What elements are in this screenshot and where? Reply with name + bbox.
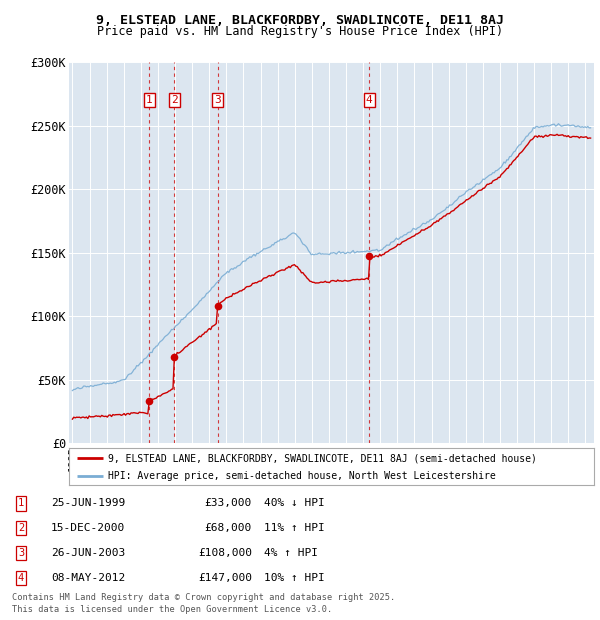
Text: 4% ↑ HPI: 4% ↑ HPI	[264, 548, 318, 558]
Text: 9, ELSTEAD LANE, BLACKFORDBY, SWADLINCOTE, DE11 8AJ (semi-detached house): 9, ELSTEAD LANE, BLACKFORDBY, SWADLINCOT…	[109, 453, 537, 463]
Text: HPI: Average price, semi-detached house, North West Leicestershire: HPI: Average price, semi-detached house,…	[109, 471, 496, 480]
Text: £108,000: £108,000	[198, 548, 252, 558]
Text: 2: 2	[171, 95, 178, 105]
Text: £68,000: £68,000	[205, 523, 252, 533]
Text: 2: 2	[18, 523, 24, 533]
Text: 1: 1	[18, 498, 24, 508]
Text: 11% ↑ HPI: 11% ↑ HPI	[264, 523, 325, 533]
Text: 08-MAY-2012: 08-MAY-2012	[51, 573, 125, 583]
Text: 15-DEC-2000: 15-DEC-2000	[51, 523, 125, 533]
Text: Price paid vs. HM Land Registry's House Price Index (HPI): Price paid vs. HM Land Registry's House …	[97, 25, 503, 38]
Text: 1: 1	[146, 95, 152, 105]
Text: 9, ELSTEAD LANE, BLACKFORDBY, SWADLINCOTE, DE11 8AJ: 9, ELSTEAD LANE, BLACKFORDBY, SWADLINCOT…	[96, 14, 504, 27]
Text: 3: 3	[18, 548, 24, 558]
Text: 25-JUN-1999: 25-JUN-1999	[51, 498, 125, 508]
Text: 4: 4	[18, 573, 24, 583]
Text: 10% ↑ HPI: 10% ↑ HPI	[264, 573, 325, 583]
Text: £33,000: £33,000	[205, 498, 252, 508]
Text: Contains HM Land Registry data © Crown copyright and database right 2025.: Contains HM Land Registry data © Crown c…	[12, 593, 395, 603]
Text: 3: 3	[214, 95, 221, 105]
Text: 4: 4	[366, 95, 373, 105]
Text: £147,000: £147,000	[198, 573, 252, 583]
Text: This data is licensed under the Open Government Licence v3.0.: This data is licensed under the Open Gov…	[12, 604, 332, 614]
Text: 26-JUN-2003: 26-JUN-2003	[51, 548, 125, 558]
Text: 40% ↓ HPI: 40% ↓ HPI	[264, 498, 325, 508]
